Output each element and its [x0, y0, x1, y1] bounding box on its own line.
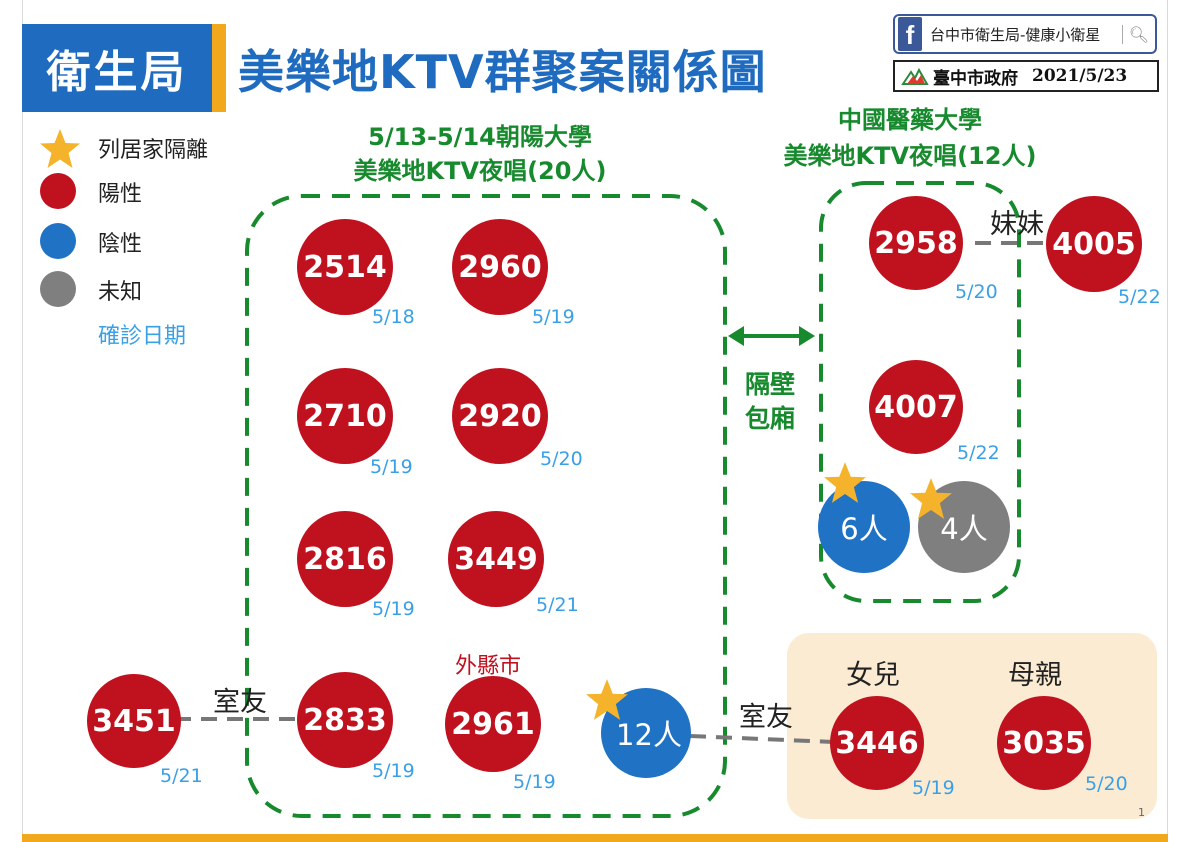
adjacent-arrow-left-head: [728, 326, 744, 346]
mother-label: 母親: [1008, 660, 1062, 691]
roommate-line-3446: [689, 734, 835, 744]
case-date: 5/19: [532, 306, 575, 328]
case-node: 2920: [452, 368, 548, 464]
adjacent-room-line1: 隔壁: [744, 370, 795, 399]
legend-positive-dot: [40, 173, 76, 209]
star-icon: [40, 129, 80, 168]
government-badge: 臺中市政府 2021/5/23: [893, 60, 1159, 92]
legend-negative-dot: [40, 223, 76, 259]
case-node: 2514: [297, 219, 393, 315]
publish-date: 2021/5/23: [1032, 66, 1128, 86]
legend-diagnosis-date-label: 確診日期: [98, 324, 187, 349]
adjacent-room-line2: 包廂: [744, 404, 795, 433]
legend-positive-label: 陽性: [98, 182, 143, 207]
legend-negative-label: 陰性: [98, 232, 143, 257]
daughter-label: 女兒: [846, 660, 900, 691]
case-date: 5/19: [372, 598, 415, 620]
case-date: 5/19: [372, 760, 415, 782]
legend-quarantine-label: 列居家隔離: [98, 138, 209, 163]
department-tag: 衛生局: [22, 24, 212, 112]
case-date: 5/21: [160, 765, 203, 787]
case-node: 3035: [997, 696, 1091, 790]
case-node: 4007: [869, 360, 963, 454]
case-date: 5/19: [513, 771, 556, 793]
relation-label: 妹妹: [990, 209, 1044, 240]
case-node: 2961: [445, 676, 541, 772]
case-node: 3449: [448, 511, 544, 607]
group-b-border: [819, 181, 1021, 603]
quarantine-negative-node: 6人: [818, 481, 910, 573]
out-of-county-note: 外縣市: [455, 654, 522, 679]
case-node: 2958: [869, 196, 963, 290]
case-node: 4005: [1046, 196, 1142, 292]
relation-label: 室友: [213, 687, 267, 718]
case-date: 5/20: [955, 281, 998, 303]
case-date: 5/21: [536, 594, 579, 616]
slide-frame: [22, 0, 1168, 842]
facebook-icon: f: [898, 17, 922, 51]
case-date: 5/20: [1085, 773, 1128, 795]
facebook-page-badge: f 台中市衛生局-健康小衛星 🔍︎: [893, 14, 1157, 54]
page-title: 美樂地KTV群聚案關係圖: [238, 45, 767, 99]
relation-label: 室友: [739, 702, 793, 733]
group-a-border: [245, 194, 727, 818]
facebook-page-name: 台中市衛生局-健康小衛星: [930, 25, 1101, 44]
government-name: 臺中市政府: [933, 68, 1018, 89]
case-date: 5/22: [1118, 286, 1161, 308]
department-tag-accent: [212, 24, 226, 112]
case-date: 5/18: [372, 306, 415, 328]
case-node: 2710: [297, 368, 393, 464]
case-date: 5/19: [370, 456, 413, 478]
group-b-title-line1: 中國醫藥大學: [838, 106, 982, 134]
adjacent-arrow-right-head: [799, 326, 815, 346]
search-icon: 🔍︎: [1121, 24, 1149, 44]
case-node: 2960: [452, 219, 548, 315]
group-b-title: 中國醫藥大學 美樂地KTV夜唱(12人): [740, 102, 1080, 174]
case-node: 2816: [297, 511, 393, 607]
case-node: 3451: [87, 674, 181, 768]
case-node: 2833: [297, 672, 393, 768]
adjacent-room-label: 隔壁 包廂: [735, 368, 805, 436]
group-a-title-line2: 美樂地KTV夜唱(20人): [353, 157, 607, 185]
legend-unknown-label: 未知: [98, 280, 143, 305]
case-date: 5/20: [540, 448, 583, 470]
group-b-title-line2: 美樂地KTV夜唱(12人): [783, 142, 1037, 170]
group-a-title-line1: 5/13-5/14朝陽大學: [368, 123, 592, 151]
group-a-title: 5/13-5/14朝陽大學 美樂地KTV夜唱(20人): [300, 120, 660, 188]
case-node: 3446: [830, 696, 924, 790]
star-icon: [910, 478, 952, 519]
page-number: 1: [1138, 806, 1145, 819]
star-icon: [586, 679, 628, 720]
legend-unknown-dot: [40, 271, 76, 307]
bottom-accent-bar: [22, 834, 1168, 842]
case-date: 5/19: [912, 777, 955, 799]
taichung-government-logo-icon: [901, 67, 929, 85]
star-icon: [824, 462, 866, 503]
case-date: 5/22: [957, 442, 1000, 464]
